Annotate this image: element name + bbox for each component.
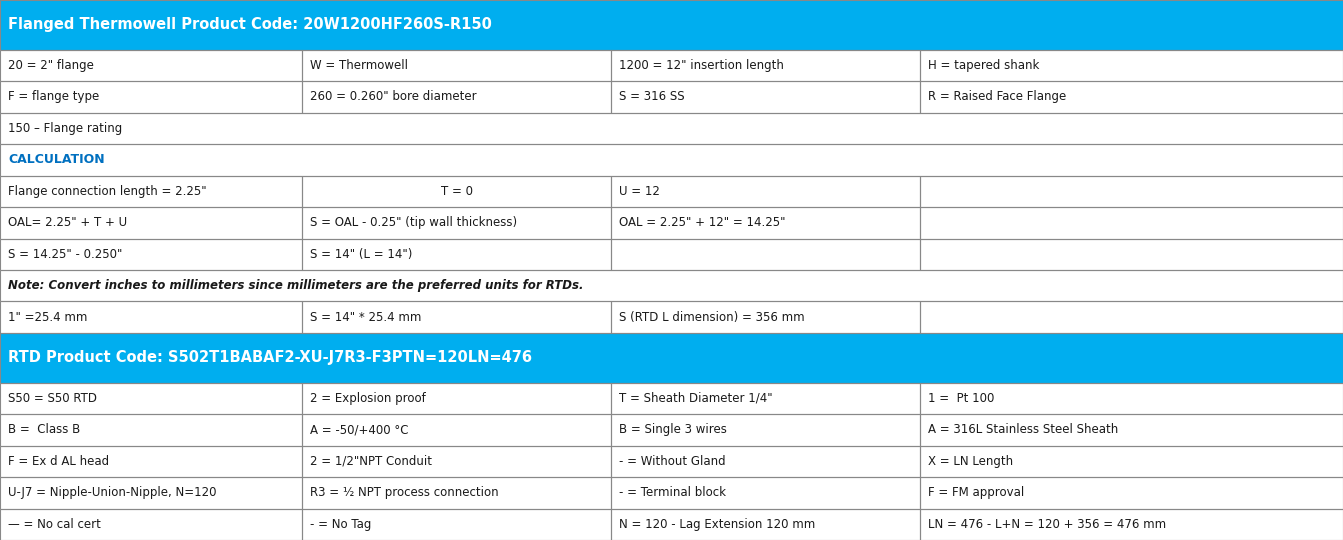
Text: N = 120 - Lag Extension 120 mm: N = 120 - Lag Extension 120 mm <box>619 518 815 531</box>
Text: A = -50/+400 °C: A = -50/+400 °C <box>310 423 408 436</box>
Text: 1 =  Pt 100: 1 = Pt 100 <box>928 392 994 405</box>
Bar <box>0 0 1343 50</box>
Text: 1" =25.4 mm: 1" =25.4 mm <box>8 310 87 323</box>
Text: F = Ex d AL head: F = Ex d AL head <box>8 455 109 468</box>
Text: - = Terminal block: - = Terminal block <box>619 487 727 500</box>
Text: LN = 476 - L+N = 120 + 356 = 476 mm: LN = 476 - L+N = 120 + 356 = 476 mm <box>928 518 1166 531</box>
Text: S = 14" * 25.4 mm: S = 14" * 25.4 mm <box>310 310 422 323</box>
Text: F = FM approval: F = FM approval <box>928 487 1025 500</box>
Text: 150 – Flange rating: 150 – Flange rating <box>8 122 122 135</box>
Text: RTD Product Code: S502T1BABAF2-XU-J7R3-F3PTN=120LN=476: RTD Product Code: S502T1BABAF2-XU-J7R3-F… <box>8 350 532 366</box>
Text: A = 316L Stainless Steel Sheath: A = 316L Stainless Steel Sheath <box>928 423 1119 436</box>
Text: T = 0: T = 0 <box>441 185 473 198</box>
Text: Flanged Thermowell Product Code: 20W1200HF260S-R150: Flanged Thermowell Product Code: 20W1200… <box>8 17 492 32</box>
Text: 2 = 1/2"NPT Conduit: 2 = 1/2"NPT Conduit <box>310 455 432 468</box>
Text: B = Single 3 wires: B = Single 3 wires <box>619 423 727 436</box>
Text: - = No Tag: - = No Tag <box>310 518 372 531</box>
Text: Note: Convert inches to millimeters since millimeters are the preferred units fo: Note: Convert inches to millimeters sinc… <box>8 279 584 292</box>
Text: 20 = 2" flange: 20 = 2" flange <box>8 59 94 72</box>
Text: OAL= 2.25" + T + U: OAL= 2.25" + T + U <box>8 217 128 230</box>
Text: CALCULATION: CALCULATION <box>8 153 105 166</box>
Text: 1200 = 12" insertion length: 1200 = 12" insertion length <box>619 59 784 72</box>
Text: S50 = S50 RTD: S50 = S50 RTD <box>8 392 97 405</box>
Text: S = 14" (L = 14"): S = 14" (L = 14") <box>310 248 412 261</box>
Text: B =  Class B: B = Class B <box>8 423 81 436</box>
Text: W = Thermowell: W = Thermowell <box>310 59 408 72</box>
Text: 2 = Explosion proof: 2 = Explosion proof <box>310 392 426 405</box>
Text: OAL = 2.25" + 12" = 14.25": OAL = 2.25" + 12" = 14.25" <box>619 217 786 230</box>
Text: R3 = ½ NPT process connection: R3 = ½ NPT process connection <box>310 487 498 500</box>
Text: S = OAL - 0.25" (tip wall thickness): S = OAL - 0.25" (tip wall thickness) <box>310 217 517 230</box>
Text: T = Sheath Diameter 1/4": T = Sheath Diameter 1/4" <box>619 392 772 405</box>
Text: H = tapered shank: H = tapered shank <box>928 59 1039 72</box>
Text: S (RTD L dimension) = 356 mm: S (RTD L dimension) = 356 mm <box>619 310 804 323</box>
Text: Flange connection length = 2.25": Flange connection length = 2.25" <box>8 185 207 198</box>
Text: 260 = 0.260" bore diameter: 260 = 0.260" bore diameter <box>310 91 477 104</box>
Text: S = 316 SS: S = 316 SS <box>619 91 685 104</box>
Text: - = Without Gland: - = Without Gland <box>619 455 725 468</box>
Text: U = 12: U = 12 <box>619 185 659 198</box>
Text: X = LN Length: X = LN Length <box>928 455 1013 468</box>
Text: R = Raised Face Flange: R = Raised Face Flange <box>928 91 1066 104</box>
Text: U-J7 = Nipple-Union-Nipple, N=120: U-J7 = Nipple-Union-Nipple, N=120 <box>8 487 216 500</box>
Text: F = flange type: F = flange type <box>8 91 99 104</box>
Text: S = 14.25" - 0.250": S = 14.25" - 0.250" <box>8 248 122 261</box>
Text: — = No cal cert: — = No cal cert <box>8 518 101 531</box>
Bar <box>0 333 1343 383</box>
